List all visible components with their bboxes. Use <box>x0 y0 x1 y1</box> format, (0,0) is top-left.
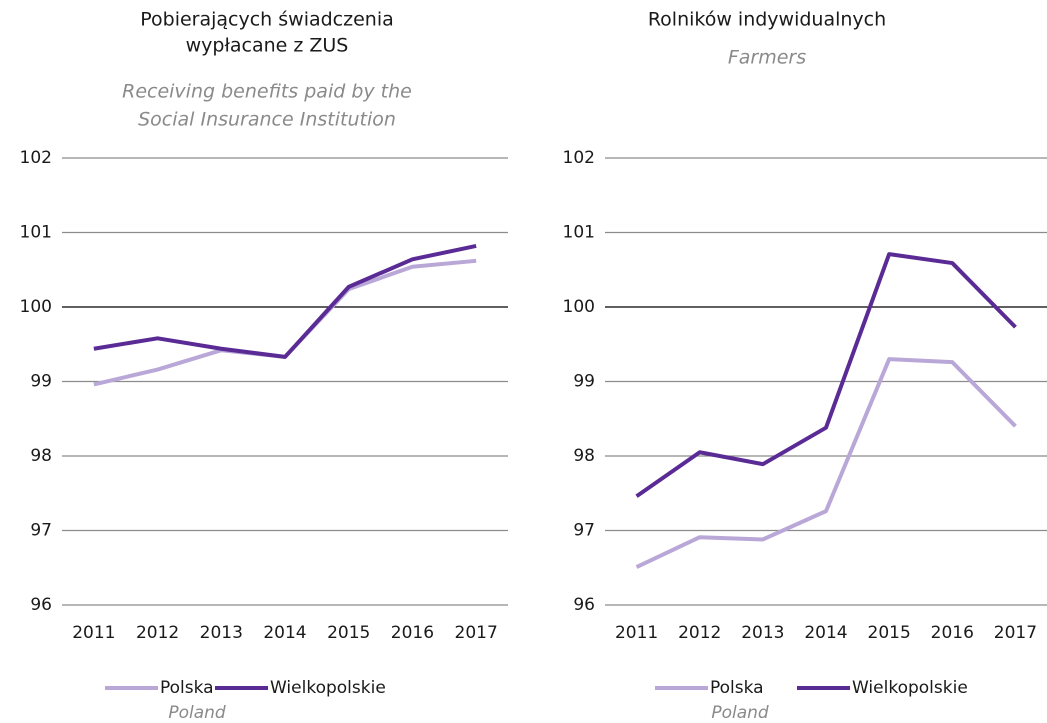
chart-title: Rolników indywidualnych <box>648 9 886 31</box>
y-tick-label: 96 <box>573 595 595 615</box>
chart-title: Pobierających świadczenia <box>140 9 394 31</box>
y-tick-label: 102 <box>563 148 595 168</box>
x-tick-label: 2014 <box>263 623 306 643</box>
y-tick-label: 101 <box>563 223 595 243</box>
chart-subtitle: Social Insurance Institution <box>138 109 396 131</box>
legend-label: Wielkopolskie <box>270 678 386 698</box>
x-tick-label: 2015 <box>327 623 370 643</box>
y-tick-label: 97 <box>573 521 595 541</box>
x-tick-label: 2017 <box>455 623 498 643</box>
legend-label: Wielkopolskie <box>852 678 968 698</box>
x-tick-label: 2016 <box>391 623 434 643</box>
y-tick-label: 102 <box>20 148 52 168</box>
legend-note: Poland <box>711 703 769 723</box>
y-tick-label: 97 <box>30 521 52 541</box>
chart-subtitle: Farmers <box>728 47 806 69</box>
legend-note: Poland <box>168 703 226 723</box>
series-line <box>93 243 477 359</box>
x-tick-label: 2013 <box>741 623 784 643</box>
legend-label: Polska <box>160 678 214 698</box>
x-tick-label: 2015 <box>868 623 911 643</box>
y-tick-label: 98 <box>573 446 595 466</box>
series-line <box>635 252 1017 498</box>
y-tick-label: 99 <box>30 372 52 392</box>
y-tick-label: 99 <box>573 372 595 392</box>
x-tick-label: 2012 <box>678 623 721 643</box>
x-tick-label: 2013 <box>200 623 243 643</box>
y-tick-label: 100 <box>563 297 595 317</box>
y-tick-label: 96 <box>30 595 52 615</box>
y-tick-label: 101 <box>20 223 52 243</box>
y-tick-label: 100 <box>20 297 52 317</box>
x-tick-label: 2017 <box>994 623 1037 643</box>
legend-label: Polska <box>710 678 764 698</box>
x-tick-label: 2016 <box>931 623 974 643</box>
y-tick-label: 98 <box>30 446 52 466</box>
x-tick-label: 2011 <box>615 623 658 643</box>
x-tick-label: 2012 <box>136 623 179 643</box>
series-line <box>635 357 1017 569</box>
x-tick-label: 2011 <box>72 623 115 643</box>
chart-title: wypłacane z ZUS <box>186 35 349 57</box>
x-tick-label: 2014 <box>804 623 847 643</box>
chart-subtitle: Receiving benefits paid by the <box>122 81 412 103</box>
series-line <box>93 258 477 387</box>
